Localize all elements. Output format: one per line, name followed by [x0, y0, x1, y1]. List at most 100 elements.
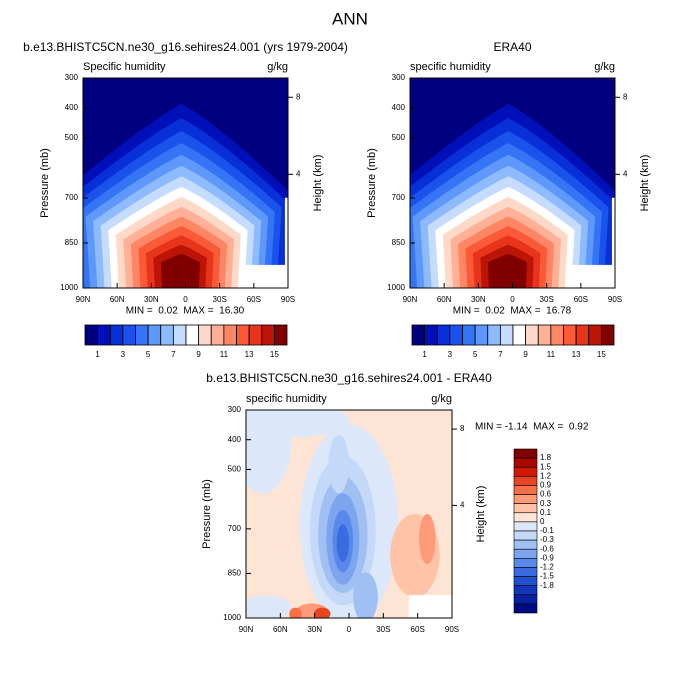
y-tick-label: 300	[228, 405, 242, 414]
colorbar-box	[513, 603, 538, 614]
y-tick-label: 400	[228, 435, 242, 444]
colorbar-box	[513, 567, 538, 577]
colorbar-box	[223, 324, 237, 346]
x-tick-label: 90N	[403, 295, 418, 304]
colorbar-box	[236, 324, 250, 346]
y2-tick-label: 4	[460, 501, 465, 510]
stats: MIN = -1.14 MAX = 0.92	[475, 422, 589, 433]
contour-fill	[336, 524, 349, 562]
missing-terrain	[611, 197, 615, 267]
colorbar-label: 1	[95, 350, 100, 359]
colorbar-label: 3	[448, 350, 453, 359]
colorbar-label: 7	[498, 350, 503, 359]
subtitle-right: g/kg	[594, 61, 615, 73]
x-tick-label: 0	[347, 625, 352, 634]
colorbar-label: 0.9	[540, 481, 552, 490]
missing-terrain	[238, 264, 288, 288]
colorbar-label: 13	[572, 350, 581, 359]
colorbar-box	[122, 324, 136, 346]
colorbar-label: 0	[540, 517, 545, 526]
x-tick-label: 90S	[608, 295, 622, 304]
colorbar-box	[436, 324, 451, 346]
colorbar-label: 9	[523, 350, 528, 359]
colorbar-box	[499, 324, 514, 346]
colorbar-box	[537, 324, 552, 346]
colorbar-label: 15	[270, 350, 279, 359]
colorbar-box	[273, 324, 288, 346]
x-tick-label: 30N	[471, 295, 486, 304]
contour-fill	[419, 514, 436, 564]
colorbar-box	[513, 594, 538, 605]
y-tick-label: 500	[65, 133, 79, 142]
colorbar-box	[513, 485, 538, 495]
x-tick-label: 60N	[273, 625, 288, 634]
y-tick-label: 400	[65, 103, 79, 112]
x-tick-label: 30S	[376, 625, 390, 634]
colorbar-box	[109, 324, 124, 346]
colorbar-box	[513, 448, 538, 459]
colorbar-box	[198, 324, 212, 346]
colorbar-box	[513, 576, 538, 586]
contour-field	[246, 410, 452, 618]
x-tick-label: 60N	[110, 295, 125, 304]
colorbar-label: 0.3	[540, 499, 552, 508]
subtitle-left: specific humidity	[246, 393, 327, 405]
y2-axis-label: Height (km)	[475, 486, 487, 543]
colorbar-label: -0.1	[540, 526, 554, 535]
panel-title: b.e13.BHISTC5CN.ne30_g16.sehires24.001 (…	[23, 40, 348, 54]
colorbar-label: 1.2	[540, 471, 552, 480]
panel-title: b.e13.BHISTC5CN.ne30_g16.sehires24.001 -…	[206, 371, 492, 385]
x-tick-label: 90N	[76, 295, 91, 304]
colorbar-box	[513, 521, 538, 532]
colorbar-label: 15	[597, 350, 606, 359]
missing-terrain	[408, 595, 452, 618]
y-tick-label: 400	[392, 103, 406, 112]
missing-terrain	[284, 197, 288, 267]
x-tick-label: 0	[510, 295, 515, 304]
y-tick-label: 500	[228, 465, 242, 474]
y-tick-label: 300	[392, 73, 406, 82]
colorbar-label: 5	[473, 350, 478, 359]
contour-fill	[353, 572, 378, 618]
y-tick-label: 850	[392, 238, 406, 247]
colorbar-box	[424, 324, 438, 346]
colorbar-box	[513, 512, 538, 523]
y2-tick-label: 8	[460, 424, 465, 433]
colorbar-label: 3	[121, 350, 126, 359]
colorbar-box	[513, 503, 538, 514]
y2-tick-label: 4	[623, 169, 628, 178]
contour-fill	[246, 410, 349, 438]
colorbar-label: 13	[245, 350, 254, 359]
contour-fill	[487, 253, 527, 288]
colorbar-label: -0.6	[540, 544, 554, 553]
colorbar-box	[160, 324, 174, 346]
panel-title: ERA40	[493, 40, 531, 54]
colorbar-box	[563, 324, 577, 346]
colorbar-label: -1.2	[540, 563, 554, 572]
contour-fill	[246, 595, 292, 618]
y-tick-label: 850	[65, 238, 79, 247]
colorbar-label: 0.6	[540, 490, 552, 499]
colorbar-box	[210, 324, 225, 346]
y-tick-label: 1000	[223, 613, 241, 622]
x-tick-label: 30N	[144, 295, 159, 304]
colorbar-box	[513, 457, 538, 468]
x-tick-label: 60S	[411, 625, 425, 634]
colorbar-box	[525, 324, 539, 346]
y-tick-label: 1000	[387, 283, 405, 292]
colorbar-label: 1	[422, 350, 427, 359]
colorbar-box	[513, 539, 538, 550]
colorbar-box	[487, 324, 501, 346]
contour-fill	[289, 607, 302, 618]
colorbar-box	[172, 324, 187, 346]
colorbar-box	[513, 476, 538, 486]
subtitle-right: g/kg	[267, 61, 288, 73]
y-axis-label: Pressure (mb)	[39, 148, 51, 218]
x-tick-label: 90N	[239, 625, 254, 634]
y-tick-label: 700	[65, 193, 79, 202]
figure-title: ANN	[332, 9, 368, 28]
colorbar-label: -1.8	[540, 581, 554, 590]
colorbar-box	[411, 324, 426, 346]
colorbar-box	[261, 324, 275, 346]
